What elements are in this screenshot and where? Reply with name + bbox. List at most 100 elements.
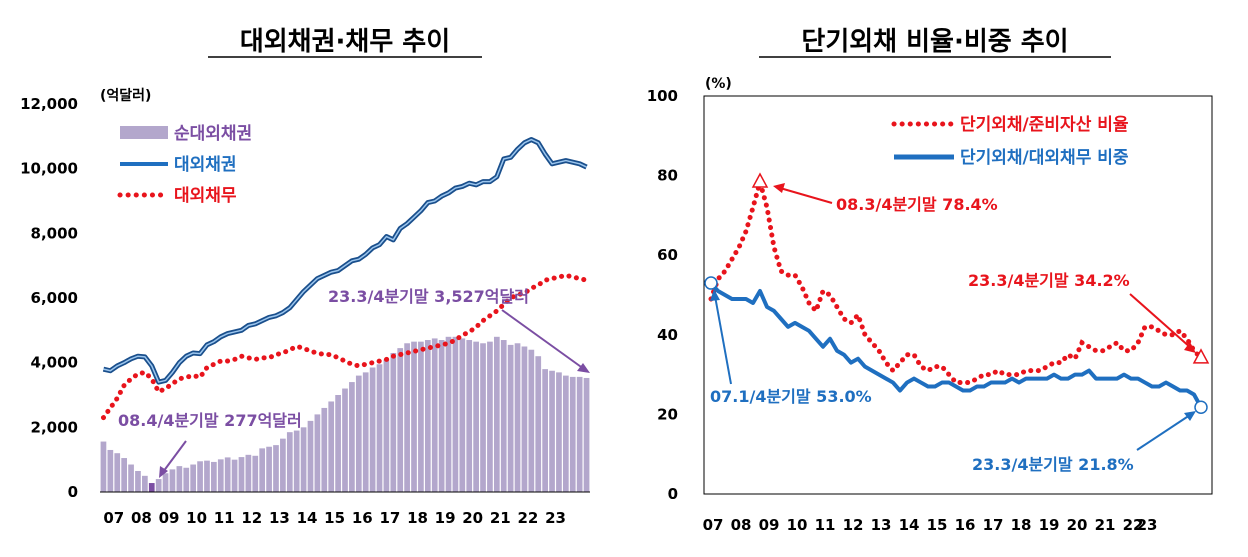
left-annotation-2023-arrow xyxy=(501,309,585,370)
bar-net-claims-52 xyxy=(459,338,466,492)
bar-net-claims-37 xyxy=(355,375,362,492)
bar-net-claims-35 xyxy=(342,388,348,492)
bar-net-claims-42 xyxy=(390,352,397,492)
right-xtick-07: 07 xyxy=(703,516,724,534)
bar-net-claims-23 xyxy=(259,448,266,492)
left-ytick-4: 8,000 xyxy=(31,224,78,242)
bar-net-claims-49 xyxy=(438,340,445,492)
bar-net-claims-32 xyxy=(321,407,328,492)
legend-label-st-share: 단기외채/대외채무 비중 xyxy=(960,148,1129,168)
left-xtick-23: 23 xyxy=(545,509,566,527)
legend-label-net-claims: 순대외채권 xyxy=(174,124,252,144)
right-annotation-share-2007: 07.1/4분기말 53.0% xyxy=(710,387,872,406)
bar-net-claims-1 xyxy=(107,449,114,492)
bar-net-claims-39 xyxy=(369,367,376,492)
bar-net-claims-22 xyxy=(252,455,259,492)
bar-net-claims-17 xyxy=(217,459,224,492)
right-annotation-share-2023-arrowhead xyxy=(1184,411,1196,421)
bar-net-claims-50 xyxy=(445,336,452,492)
bar-net-claims-62 xyxy=(528,349,535,492)
bar-net-claims-67 xyxy=(562,375,569,492)
right-ytick-3: 60 xyxy=(657,246,678,264)
right-xtick-19: 19 xyxy=(1039,516,1060,534)
left-ytick-3: 6,000 xyxy=(31,289,78,307)
bar-net-claims-41 xyxy=(383,359,390,492)
right-xtick-18: 18 xyxy=(1011,516,1032,534)
right-annotation-peak-arrow xyxy=(779,187,833,204)
right-xtick-12: 12 xyxy=(843,516,864,534)
right-ytick-0: 0 xyxy=(668,485,678,503)
bar-net-claims-8 xyxy=(155,479,162,492)
right-xtick-13: 13 xyxy=(871,516,892,534)
right-xtick-11: 11 xyxy=(815,516,836,534)
bar-net-claims-14 xyxy=(197,461,203,492)
bar-net-claims-40 xyxy=(376,364,383,492)
left-xtick-20: 20 xyxy=(462,509,483,527)
left-xtick-17: 17 xyxy=(379,509,400,527)
left-chart-title: 대외채권·채무 추이 xyxy=(240,27,450,57)
left-annotation-2008-arrowhead xyxy=(159,466,168,478)
line-claims xyxy=(102,137,588,385)
right-xtick-08: 08 xyxy=(731,516,752,534)
right-plot-frame xyxy=(703,95,1213,495)
left-xtick-21: 21 xyxy=(490,509,511,527)
bar-net-claims-43 xyxy=(397,348,404,492)
bar-net-claims-47 xyxy=(424,340,431,492)
bar-net-claims-0 xyxy=(100,441,107,492)
right-xtick-14: 14 xyxy=(899,516,920,534)
left-annotation-2008-arrow xyxy=(162,440,187,473)
bar-net-claims-34 xyxy=(335,395,341,492)
bar-net-claims-69 xyxy=(576,376,583,492)
right-xtick-17: 17 xyxy=(983,516,1004,534)
left-xtick-07: 07 xyxy=(103,509,124,527)
left-xtick-09: 09 xyxy=(159,509,180,527)
bar-net-claims-57 xyxy=(493,336,500,492)
legend-label-claims: 대외채권 xyxy=(174,155,237,175)
bar-net-claims-58 xyxy=(500,340,507,492)
bar-net-claims-65 xyxy=(549,370,555,492)
bar-net-claims-25 xyxy=(273,445,279,492)
bar-net-claims-38 xyxy=(362,372,369,492)
bar-net-claims-20 xyxy=(238,457,245,492)
bar-net-claims-18 xyxy=(224,457,231,492)
bar-net-claims-59 xyxy=(507,344,514,492)
bar-net-claims-61 xyxy=(521,346,528,492)
bar-net-claims-51 xyxy=(452,336,459,492)
right-annotation-share-2023-arrow xyxy=(1136,414,1191,451)
left-unit-label: (억달러) xyxy=(100,88,151,104)
right-xtick-20: 20 xyxy=(1067,516,1088,534)
bar-net-claims-4 xyxy=(128,464,134,492)
marker-st-share-last xyxy=(1194,400,1208,414)
right-annotation-share-2007-arrowhead xyxy=(710,289,720,301)
legend-swatch-net-claims xyxy=(120,126,168,139)
right-xtick-10: 10 xyxy=(787,516,808,534)
left-ytick-5: 10,000 xyxy=(20,160,78,178)
marker-st-ratio-peak xyxy=(751,172,769,188)
bar-net-claims-9 xyxy=(162,473,169,492)
line-debt xyxy=(100,272,590,421)
bar-net-claims-15 xyxy=(204,460,210,492)
bar-net-claims-53 xyxy=(466,340,473,492)
right-xtick-16: 16 xyxy=(955,516,976,534)
right-xtick-22: 22 xyxy=(1123,516,1144,534)
left-xtick-12: 12 xyxy=(241,509,262,527)
bar-net-claims-46 xyxy=(418,341,424,492)
bar-net-claims-3 xyxy=(121,458,127,492)
left-xtick-08: 08 xyxy=(131,509,152,527)
bar-net-claims-48 xyxy=(431,338,438,492)
left-xtick-19: 19 xyxy=(435,509,456,527)
bar-net-claims-45 xyxy=(411,341,417,492)
bar-net-claims-70 xyxy=(583,377,590,492)
marker-st-share-first xyxy=(704,276,718,290)
bar-net-claims-31 xyxy=(314,414,321,492)
line-st-share xyxy=(709,281,1203,409)
left-xtick-10: 10 xyxy=(186,509,207,527)
right-ytick-4: 80 xyxy=(657,167,678,185)
left-xtick-11: 11 xyxy=(214,509,235,527)
right-xtick-21: 21 xyxy=(1095,516,1116,534)
right-xtick-15: 15 xyxy=(927,516,948,534)
legend-label-st-ratio: 단기외채/준비자산 비율 xyxy=(960,115,1129,135)
bar-net-claims-44 xyxy=(404,343,410,492)
right-annotation-ratio-2023-arrow xyxy=(1129,293,1192,349)
